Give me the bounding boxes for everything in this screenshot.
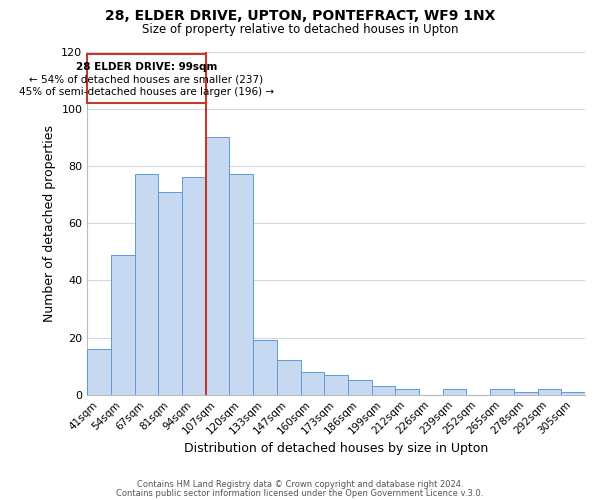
Bar — [87, 349, 111, 395]
FancyBboxPatch shape — [87, 54, 206, 103]
Bar — [277, 360, 301, 394]
Text: Contains public sector information licensed under the Open Government Licence v.: Contains public sector information licen… — [116, 488, 484, 498]
Bar — [514, 392, 538, 394]
Bar — [395, 389, 419, 394]
Bar — [324, 374, 348, 394]
X-axis label: Distribution of detached houses by size in Upton: Distribution of detached houses by size … — [184, 442, 488, 455]
Text: 28, ELDER DRIVE, UPTON, PONTEFRACT, WF9 1NX: 28, ELDER DRIVE, UPTON, PONTEFRACT, WF9 … — [105, 9, 495, 23]
Bar — [538, 389, 561, 394]
Text: 45% of semi-detached houses are larger (196) →: 45% of semi-detached houses are larger (… — [19, 88, 274, 98]
Bar — [134, 174, 158, 394]
Text: ← 54% of detached houses are smaller (237): ← 54% of detached houses are smaller (23… — [29, 74, 263, 85]
Bar — [253, 340, 277, 394]
Bar — [158, 192, 182, 394]
Bar — [561, 392, 585, 394]
Bar — [229, 174, 253, 394]
Bar — [206, 138, 229, 394]
Bar — [443, 389, 466, 394]
Bar — [111, 254, 134, 394]
Text: Size of property relative to detached houses in Upton: Size of property relative to detached ho… — [142, 22, 458, 36]
Bar — [348, 380, 371, 394]
Y-axis label: Number of detached properties: Number of detached properties — [43, 124, 56, 322]
Bar — [301, 372, 324, 394]
Bar — [182, 178, 206, 394]
Bar — [371, 386, 395, 394]
Text: 28 ELDER DRIVE: 99sqm: 28 ELDER DRIVE: 99sqm — [76, 62, 217, 72]
Text: Contains HM Land Registry data © Crown copyright and database right 2024.: Contains HM Land Registry data © Crown c… — [137, 480, 463, 489]
Bar — [490, 389, 514, 394]
